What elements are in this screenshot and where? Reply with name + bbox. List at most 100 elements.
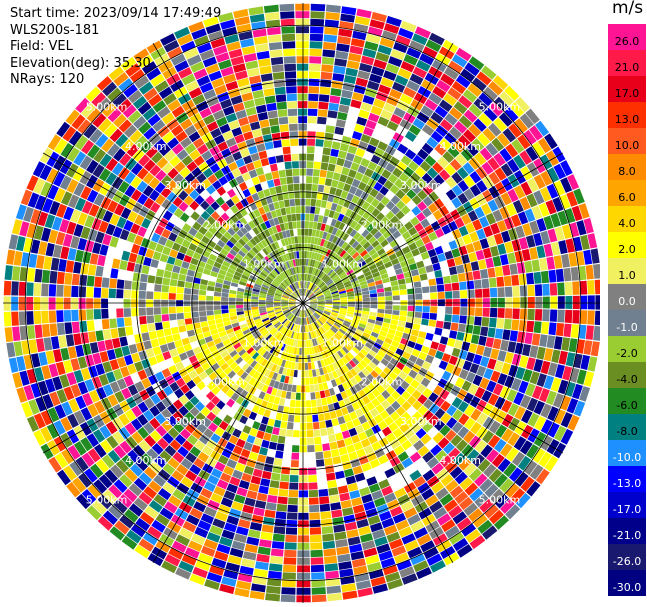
gate-cell xyxy=(298,289,302,296)
gate-cell xyxy=(246,318,254,323)
gate-cell xyxy=(269,314,276,319)
gate-cell xyxy=(249,259,258,267)
gate-cell xyxy=(285,278,291,286)
gate-cell xyxy=(403,54,418,66)
gate-cell xyxy=(80,226,91,240)
gate-cell xyxy=(73,224,84,237)
gate-cell xyxy=(198,434,210,445)
gate-cell xyxy=(304,228,309,236)
gate-cell xyxy=(326,427,335,436)
gate-cell xyxy=(274,296,282,299)
gate-cell xyxy=(433,174,445,186)
gate-cell xyxy=(310,206,316,214)
gate-cell xyxy=(284,199,290,208)
gate-cell xyxy=(280,375,286,383)
gate-cell xyxy=(3,311,12,327)
gate-cell xyxy=(184,547,200,559)
gate-cell xyxy=(479,478,493,493)
gate-cell xyxy=(494,96,509,112)
gate-cell xyxy=(104,256,114,268)
gate-cell xyxy=(380,134,392,145)
gate-cell xyxy=(47,440,60,456)
gate-cell xyxy=(312,313,319,320)
gate-cell xyxy=(317,237,322,246)
gate-cell xyxy=(393,42,408,54)
gate-cell xyxy=(157,261,167,270)
colorbar-segment xyxy=(608,492,646,519)
gate-cell xyxy=(324,309,332,313)
gate-cell xyxy=(225,562,240,573)
gate-cell xyxy=(33,413,46,429)
gate-cell xyxy=(406,47,422,59)
gate-cell xyxy=(546,167,560,183)
gate-cell xyxy=(458,95,473,109)
gate-cell xyxy=(242,271,251,278)
gate-cell xyxy=(80,367,91,381)
gate-cell xyxy=(321,397,328,406)
gate-cell xyxy=(63,465,77,481)
gate-cell xyxy=(224,34,239,45)
gate-cell xyxy=(265,593,281,602)
gate-cell xyxy=(255,167,265,176)
gate-cell xyxy=(56,284,64,297)
gate-cell xyxy=(409,40,425,53)
gate-cell xyxy=(258,337,265,344)
gate-cell xyxy=(263,409,271,418)
gate-cell xyxy=(228,435,239,445)
gate-cell xyxy=(240,323,248,329)
gate-cell xyxy=(514,342,524,355)
gate-cell xyxy=(305,289,309,297)
gate-cell xyxy=(457,180,469,192)
gate-cell xyxy=(325,331,332,339)
gate-cell xyxy=(334,334,341,341)
gate-cell xyxy=(228,120,240,130)
gate-cell xyxy=(253,36,268,45)
gate-cell xyxy=(271,64,284,73)
gate-cell xyxy=(206,305,214,311)
gate-cell xyxy=(297,557,310,565)
gate-cell xyxy=(317,296,325,300)
gate-cell xyxy=(317,116,327,125)
gate-cell xyxy=(546,150,559,166)
gate-cell xyxy=(281,296,289,300)
gate-cell xyxy=(427,271,436,280)
gate-cell xyxy=(272,372,278,381)
gate-cell xyxy=(275,412,283,421)
gate-cell xyxy=(216,543,231,555)
gate-cell xyxy=(325,249,332,257)
gate-cell xyxy=(295,339,299,347)
gate-cell xyxy=(321,325,327,333)
gate-cell xyxy=(252,313,260,318)
gate-cell xyxy=(482,416,495,430)
gate-cell xyxy=(439,169,451,181)
gate-cell xyxy=(553,336,563,350)
gate-cell xyxy=(573,400,586,417)
gate-cell xyxy=(225,441,236,452)
gate-cell xyxy=(178,190,189,201)
gate-cell xyxy=(161,292,169,300)
gate-cell xyxy=(393,445,405,456)
gate-cell xyxy=(26,416,39,432)
gate-cell xyxy=(542,283,550,296)
gate-cell xyxy=(273,526,286,535)
gate-cell xyxy=(354,344,362,352)
gate-cell xyxy=(224,324,233,331)
gate-cell xyxy=(231,223,240,233)
gate-cell xyxy=(405,210,416,221)
gate-cell xyxy=(180,137,192,149)
gate-cell xyxy=(309,283,314,290)
gate-cell xyxy=(105,371,116,384)
gate-cell xyxy=(371,388,381,398)
gate-cell xyxy=(352,265,360,272)
gate-cell xyxy=(299,288,302,296)
gate-cell xyxy=(176,293,184,300)
gate-cell xyxy=(107,394,119,407)
gate-cell xyxy=(207,474,220,486)
gate-cell xyxy=(317,406,324,414)
gate-cell xyxy=(274,308,282,312)
gate-cell xyxy=(113,113,127,128)
gate-cell xyxy=(286,519,298,528)
gate-cell xyxy=(96,97,112,112)
gate-cell xyxy=(162,162,174,174)
gate-cell xyxy=(308,86,320,94)
